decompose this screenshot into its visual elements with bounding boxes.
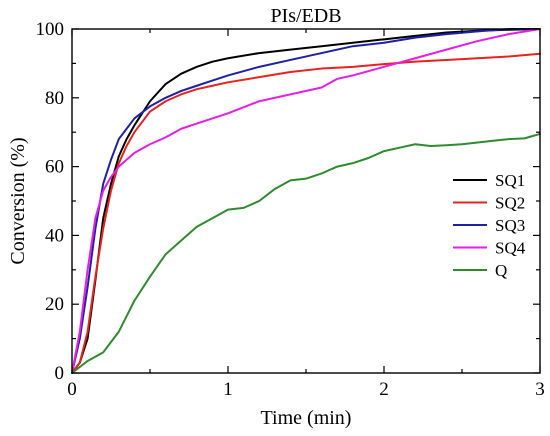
chart-title: PIs/EDB (270, 5, 341, 27)
series-layer (71, 28, 541, 374)
series-line-sq2 (71, 52, 541, 374)
y-tick-label: 100 (36, 19, 65, 40)
x-axis-title: Time (min) (261, 407, 352, 429)
y-axis-title: Conversion (%) (7, 137, 29, 264)
y-tick-label: 20 (45, 294, 64, 315)
y-tick-label: 60 (45, 157, 64, 178)
legend-label-sq2: SQ2 (495, 194, 525, 213)
legend: SQ1 SQ2 SQ3 SQ4 Q (453, 171, 526, 280)
x-tick-label: 3 (535, 379, 545, 400)
axes: 0 1 2 3 0 20 40 60 80 100 (36, 19, 545, 400)
series-line-q (71, 132, 541, 374)
legend-label-sq4: SQ4 (495, 239, 526, 258)
legend-label-sq3: SQ3 (495, 216, 525, 235)
x-tick-label: 0 (67, 379, 77, 400)
legend-label-sq1: SQ1 (495, 171, 525, 190)
y-tick-label: 40 (45, 225, 64, 246)
y-tick-label: 80 (45, 88, 64, 109)
x-tick-label: 2 (379, 379, 389, 400)
series-line-sq4 (71, 28, 541, 374)
x-tick-label: 1 (223, 379, 233, 400)
series-line-sq1 (71, 28, 541, 374)
series-line-sq3 (71, 28, 541, 374)
legend-label-q: Q (495, 261, 507, 280)
y-tick-label: 0 (55, 363, 65, 384)
plot-frame (71, 28, 541, 374)
